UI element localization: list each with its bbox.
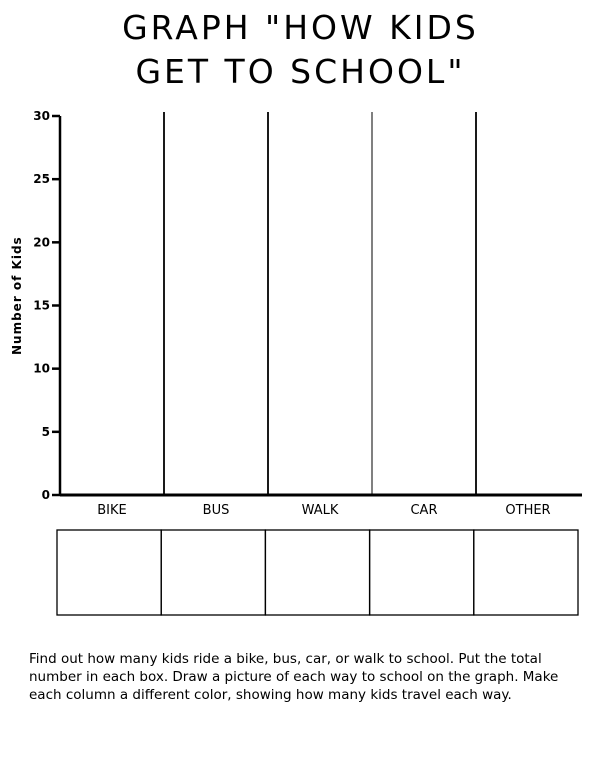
- total-box[interactable]: [160, 529, 267, 616]
- instructions-text: Find out how many kids ride a bike, bus,…: [29, 651, 559, 703]
- category-label: OTHER: [505, 503, 550, 518]
- total-box[interactable]: [56, 529, 162, 616]
- total-box[interactable]: [473, 529, 579, 616]
- total-boxes: [56, 529, 579, 616]
- category-label: WALK: [302, 503, 339, 518]
- category-label: BUS: [203, 503, 230, 518]
- category-labels: BIKE BUS WALK CAR OTHER: [97, 503, 550, 518]
- y-tick-label: 30: [33, 109, 50, 123]
- total-box[interactable]: [264, 529, 371, 616]
- y-tick-label: 5: [42, 425, 50, 439]
- y-tick-label: 10: [33, 362, 50, 376]
- chart-title-line-2: GET TO SCHOOL": [135, 52, 466, 91]
- category-label: CAR: [410, 503, 437, 518]
- y-tick-label: 15: [33, 299, 50, 313]
- chart-title-line-1: GRAPH "HOW KIDS: [122, 8, 479, 47]
- y-tick-label: 25: [33, 172, 50, 186]
- bar-chart: 0 5 10 15 20 25 30 BIKE BUS WALK CAR OTHER: [33, 109, 582, 616]
- category-label: BIKE: [97, 503, 127, 518]
- y-axis-label: Number of Kids: [10, 236, 24, 355]
- y-axis: 0 5 10 15 20 25 30: [33, 109, 62, 502]
- column-dividers: [163, 112, 477, 495]
- total-box[interactable]: [368, 529, 475, 616]
- y-tick-label: 0: [42, 488, 50, 502]
- y-tick-label: 20: [33, 235, 50, 249]
